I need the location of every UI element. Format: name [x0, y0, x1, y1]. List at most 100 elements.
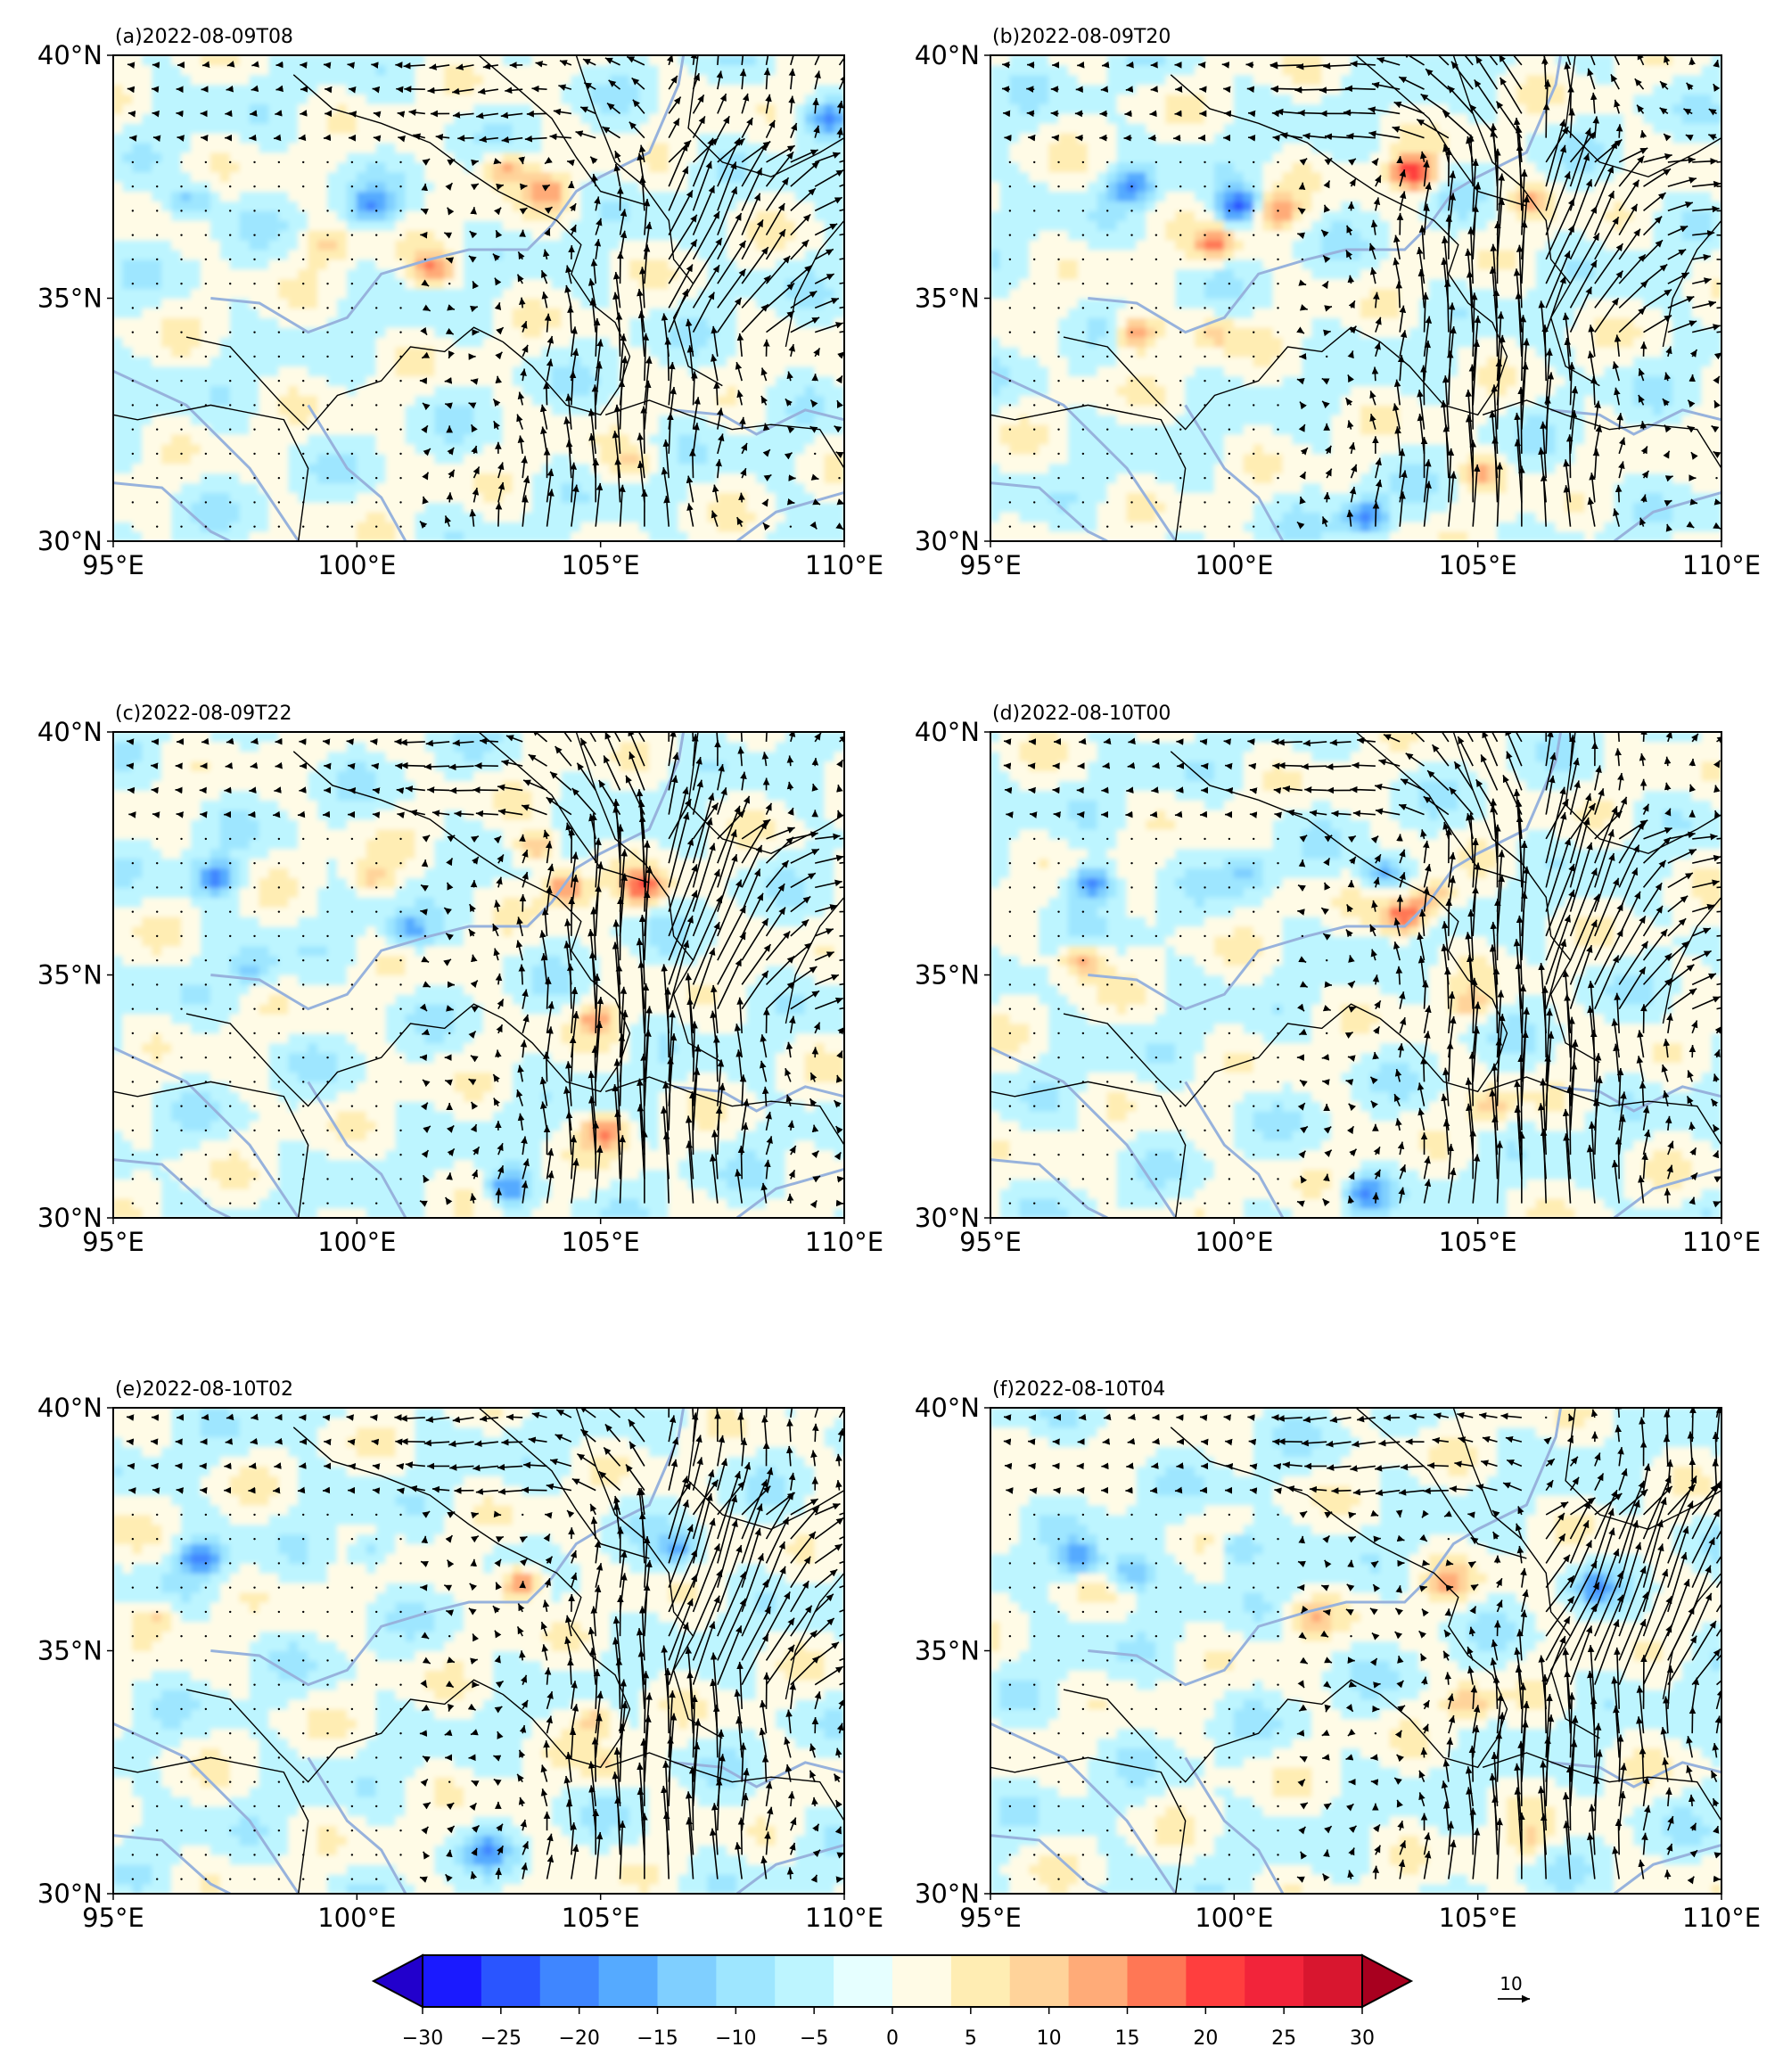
field-cell — [1078, 453, 1089, 464]
wind-vector — [396, 89, 400, 90]
field-cell — [298, 512, 308, 522]
field-cell — [376, 94, 387, 104]
field-cell — [580, 444, 591, 455]
field-cell — [834, 317, 845, 328]
field-cell — [483, 347, 494, 358]
field-cell — [532, 473, 543, 483]
field-cell — [600, 230, 611, 241]
field-cell — [424, 113, 435, 124]
field-cell — [152, 201, 162, 211]
field-cell — [552, 268, 563, 279]
field-cell — [707, 220, 718, 231]
field-cell — [396, 103, 407, 114]
field-cell — [1039, 308, 1049, 318]
field-cell — [424, 395, 435, 406]
wind-vector — [180, 185, 182, 187]
field-cell — [493, 347, 504, 358]
field-cell — [171, 347, 182, 358]
field-cell — [805, 482, 816, 493]
field-cell — [659, 201, 670, 211]
field-cell — [795, 492, 806, 503]
field-cell — [503, 502, 514, 513]
field-cell — [795, 347, 806, 358]
wind-vector — [153, 137, 157, 138]
field-cell — [288, 356, 299, 366]
field-cell — [580, 492, 591, 503]
field-cell — [629, 492, 640, 503]
field-cell — [1097, 395, 1108, 406]
field-cell — [220, 103, 231, 114]
field-cell — [610, 201, 620, 211]
wind-vector — [205, 259, 207, 260]
field-cell — [366, 308, 377, 318]
field-cell — [347, 512, 357, 522]
wind-vector — [375, 161, 377, 163]
wind-vector — [132, 161, 134, 163]
field-cell — [532, 512, 543, 522]
field-cell — [834, 337, 845, 348]
field-cell — [250, 250, 260, 260]
field-cell — [746, 84, 757, 95]
field-cell — [1097, 453, 1108, 464]
field-cell — [308, 337, 318, 348]
field-cell — [464, 298, 474, 308]
field-cell — [376, 191, 387, 201]
field-cell — [210, 453, 221, 464]
field-cell — [766, 191, 776, 201]
field-cell — [240, 375, 251, 386]
field-cell — [649, 278, 660, 289]
field-cell — [268, 522, 279, 532]
field-cell — [1078, 113, 1089, 124]
field-cell — [503, 210, 514, 221]
field-cell — [298, 191, 308, 201]
field-cell — [122, 161, 133, 172]
field-cell — [990, 181, 1001, 192]
field-cell — [171, 512, 182, 522]
wind-vector — [375, 259, 377, 260]
field-cell — [746, 337, 757, 348]
field-cell — [142, 152, 152, 163]
field-cell — [707, 278, 718, 289]
field-cell — [396, 220, 407, 231]
field-cell — [415, 268, 425, 279]
field-cell — [1097, 415, 1108, 425]
field-cell — [250, 317, 260, 328]
field-cell — [142, 278, 152, 289]
field-cell — [210, 512, 221, 522]
field-cell — [337, 84, 348, 95]
field-cell — [746, 473, 757, 483]
field-cell — [483, 230, 494, 241]
field-cell — [201, 123, 211, 134]
field-cell — [1088, 512, 1098, 522]
field-cell — [250, 220, 260, 231]
field-cell — [122, 502, 133, 513]
field-cell — [386, 395, 397, 406]
field-cell — [513, 317, 523, 328]
field-cell — [1088, 308, 1098, 318]
field-cell — [1107, 522, 1118, 532]
field-cell — [259, 55, 270, 66]
field-cell — [278, 191, 289, 201]
field-cell — [357, 405, 367, 415]
field-cell — [776, 64, 786, 75]
field-cell — [376, 424, 387, 435]
field-cell — [552, 191, 563, 201]
field-cell — [1068, 434, 1079, 445]
field-cell — [191, 210, 201, 221]
field-cell — [727, 366, 737, 376]
field-cell — [805, 113, 816, 124]
field-cell — [580, 308, 591, 318]
field-cell — [337, 201, 348, 211]
field-cell — [532, 171, 543, 182]
field-cell — [1019, 395, 1030, 406]
field-cell — [259, 347, 270, 358]
field-cell — [230, 317, 241, 328]
field-cell — [142, 133, 152, 144]
field-cell — [278, 347, 289, 358]
field-cell — [473, 356, 484, 366]
wind-vector — [253, 380, 255, 382]
field-cell — [1009, 259, 1020, 269]
field-cell — [678, 366, 689, 376]
field-cell — [424, 492, 435, 503]
field-cell — [337, 473, 348, 483]
